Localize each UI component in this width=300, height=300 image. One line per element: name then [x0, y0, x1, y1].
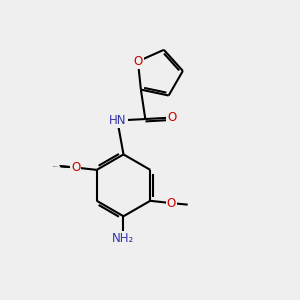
Text: HN: HN — [109, 114, 127, 127]
Text: O: O — [167, 196, 176, 210]
Text: NH₂: NH₂ — [112, 232, 135, 245]
Text: O: O — [133, 55, 142, 68]
Text: O: O — [167, 111, 176, 124]
Text: methoxy: methoxy — [53, 166, 59, 167]
Text: O: O — [71, 161, 80, 174]
